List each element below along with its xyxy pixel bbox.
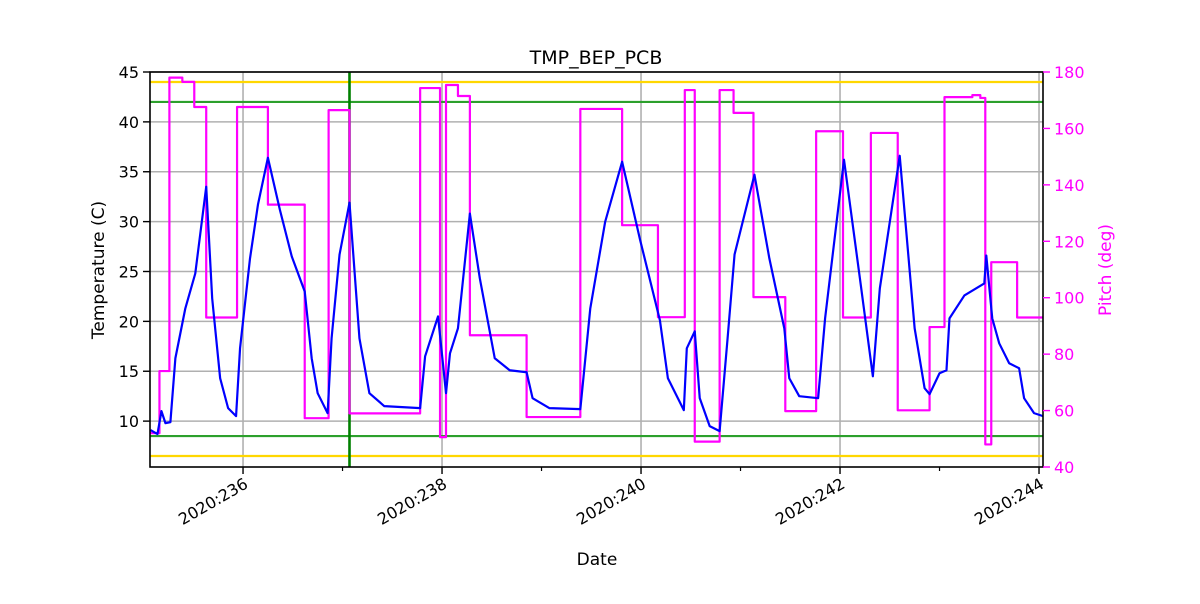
y2-tick-label: 180 — [1054, 63, 1085, 82]
x-tick-label: 2020:236 — [175, 474, 251, 529]
temperature-series-line — [149, 154, 1044, 436]
x-axis-label: Date — [577, 550, 618, 570]
y2-tick-label: 80 — [1054, 345, 1074, 364]
x-tick-label: 2020:238 — [374, 474, 450, 529]
y-tick-label: 15 — [119, 362, 139, 381]
pitch-series-line — [150, 76, 1043, 446]
x-tick-label: 2020:240 — [573, 474, 649, 529]
y2-tick-label: 60 — [1054, 402, 1074, 421]
y-tick-label: 30 — [119, 213, 139, 232]
y2-tick-label: 120 — [1054, 232, 1085, 251]
y-tick-label: 20 — [119, 312, 139, 331]
y-tick-label: 40 — [119, 113, 139, 132]
y2-tick-label: 100 — [1054, 289, 1085, 308]
y-tick-label: 25 — [119, 262, 139, 281]
y2-tick-label: 140 — [1054, 176, 1085, 195]
x-tick-label: 2020:242 — [772, 474, 848, 529]
y-axis-label: Temperature (C) — [89, 201, 109, 340]
y-tick-label: 35 — [119, 163, 139, 182]
y-tick-label: 45 — [119, 63, 139, 82]
series-layer — [149, 76, 1044, 446]
y2-axis-label: Pitch (deg) — [1096, 224, 1116, 316]
y2-tick-label: 40 — [1054, 458, 1074, 477]
x-tick-label: 2020:244 — [971, 474, 1047, 529]
y2-tick-label: 160 — [1054, 119, 1085, 138]
plot-frame — [149, 71, 1044, 468]
axes: 2020:236 2020:238 2020:240 2020:242 2020:244… — [119, 63, 1085, 529]
chart-title: TMP_BEP_PCB — [529, 47, 663, 69]
y-tick-label: 10 — [119, 412, 139, 431]
